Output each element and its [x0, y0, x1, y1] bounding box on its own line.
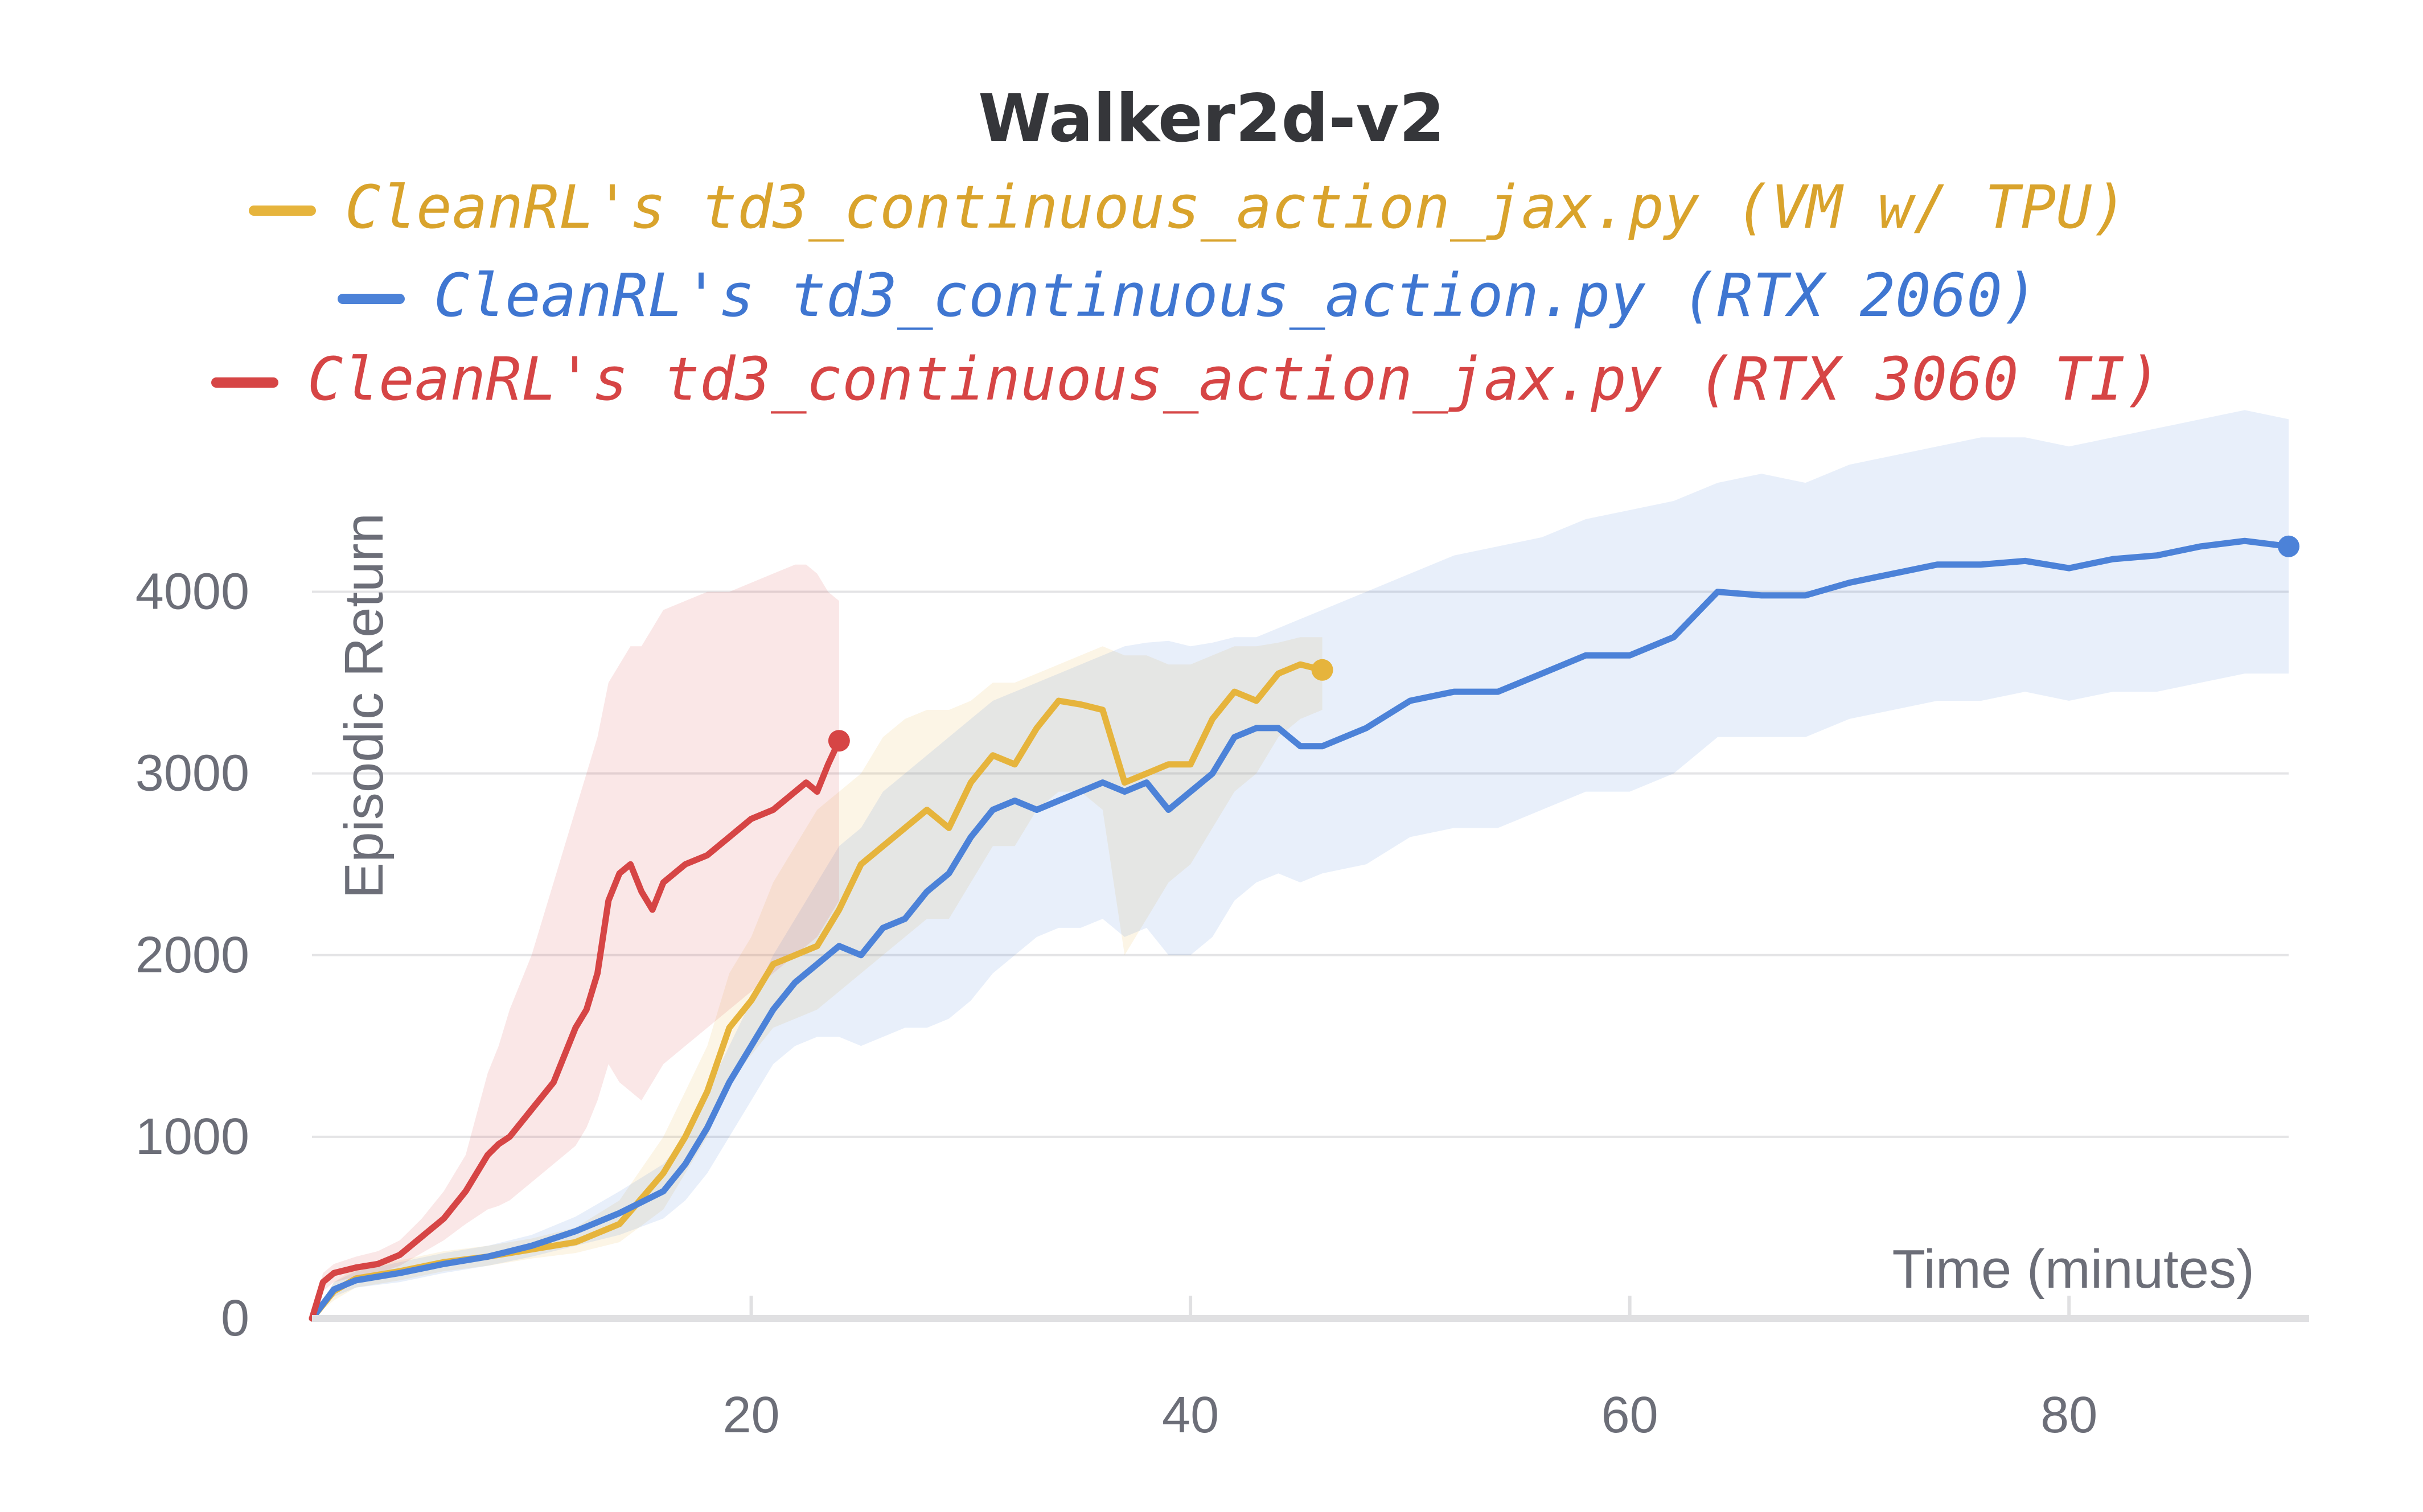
y-axis: 0 1000 2000 3000 4000: [135, 564, 249, 1347]
y-axis-label: Episodic Return: [334, 513, 395, 899]
legend-entry-0: CleanRL's td3_continuous_action_jax.py (…: [345, 172, 2128, 242]
x-axis: 20 40 60 80: [312, 1296, 2309, 1444]
chart-title: Walker2d-v2: [978, 80, 1445, 157]
y-tick-label: 4000: [135, 564, 249, 621]
x-tick-label: 80: [2040, 1387, 2097, 1444]
line-series-0: [309, 661, 1326, 1322]
y-tick-label: 0: [221, 1290, 249, 1347]
legend-entry-2: CleanRL's td3_continuous_action_jax.py (…: [307, 344, 2161, 414]
endpoint-series-2: [828, 730, 850, 752]
legend: CleanRL's td3_continuous_action_jax.py (…: [211, 172, 2161, 414]
series-lines: [309, 537, 2292, 1322]
x-axis-label: Time (minutes): [1892, 1239, 2254, 1300]
legend-entry-1: CleanRL's td3_continuous_action.py (RTX …: [434, 261, 2038, 330]
line-series-2: [309, 737, 843, 1322]
confidence-bands: [312, 410, 2289, 1319]
endpoint-series-0: [1311, 659, 1333, 681]
band-series-2: [312, 564, 839, 1319]
y-tick-label: 3000: [135, 745, 249, 802]
grid: [312, 590, 2289, 1138]
y-tick-label: 2000: [135, 927, 249, 984]
x-tick-label: 60: [1601, 1387, 1658, 1444]
endpoint-series-1: [2278, 535, 2299, 557]
x-tick-label: 20: [723, 1387, 780, 1444]
x-tick-label: 40: [1162, 1387, 1219, 1444]
band-series-0: [312, 637, 1323, 1318]
series-endpoints: [828, 535, 2299, 752]
y-tick-label: 1000: [135, 1108, 249, 1165]
line-series-1: [309, 537, 2292, 1322]
band-series-1: [312, 410, 2289, 1318]
